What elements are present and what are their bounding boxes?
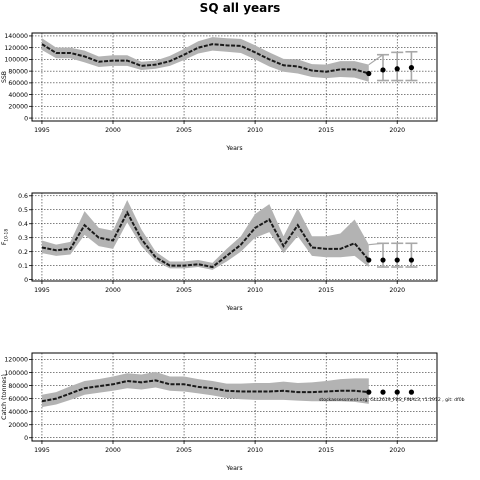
y-axis-label: Catch (tonnes): [1, 374, 8, 420]
forecast-point: [408, 257, 415, 263]
y-tick-label: 0.1: [18, 263, 28, 270]
x-tick-label: 2015: [318, 287, 334, 294]
y-tick-label: 80000: [8, 68, 28, 75]
x-tick-label: 2020: [389, 287, 405, 294]
y-tick-label: 0: [24, 115, 28, 122]
estimate-point: [366, 257, 372, 263]
y-tick-label: 80000: [8, 383, 28, 390]
forecast-point: [394, 257, 400, 263]
source-note: stockassessment.org, GLL2619_FBS_FINAL3,…: [319, 397, 465, 403]
y-tick-label: 0.2: [18, 249, 28, 256]
x-tick-label: 2015: [318, 447, 334, 454]
y-tick-label: 0.3: [18, 235, 28, 242]
estimate-point: [366, 389, 372, 395]
forecast-connector: [368, 242, 384, 246]
confidence-band: [41, 371, 369, 408]
y-tick-label: 20000: [8, 422, 28, 429]
forecast-point: [380, 257, 386, 263]
y-tick-label: 60000: [8, 396, 28, 403]
x-tick-label: 1995: [34, 287, 50, 294]
y-tick-label: 0.5: [18, 207, 28, 214]
forecast-point: [394, 66, 400, 72]
y-tick-label: 40000: [8, 92, 28, 99]
forecast-point: [380, 67, 386, 73]
x-tick-label: 2010: [247, 127, 263, 134]
y-tick-label: 120000: [4, 45, 28, 52]
x-axis-label: Years: [225, 145, 242, 152]
x-tick-label: 2015: [318, 127, 334, 134]
forecast-connector: [368, 54, 384, 66]
x-tick-label: 2005: [176, 127, 192, 134]
panel-2: 1995 2000 2005 2010 2015 2020 0 0.1 0.2 0.3 0.4 0.5…: [1, 192, 438, 312]
plot-frame: [31, 32, 438, 122]
estimate-line: [41, 210, 370, 269]
x-tick-label: 2020: [389, 447, 405, 454]
y-tick-label: 100000: [4, 57, 28, 64]
y-tick-label: 120000: [4, 357, 28, 364]
estimate-line: [41, 379, 369, 403]
estimate-line: [41, 43, 370, 75]
x-tick-label: 1995: [34, 127, 50, 134]
plot-frame: [31, 352, 438, 442]
x-tick-label: 1995: [34, 447, 50, 454]
panel-1: 1995 2000 2005 2010 2015 2020 0 20000 40000 60000…: [1, 32, 438, 152]
panel-3: 1995 2000 2005 2010 2015 2020 0 20000 40000 60000…: [1, 352, 438, 472]
plot-frame: [31, 192, 438, 282]
y-tick-label: 40000: [8, 409, 28, 416]
x-tick-label: 2000: [105, 287, 121, 294]
x-axis-label: Years: [225, 305, 242, 312]
x-axis-label: Years: [225, 465, 242, 472]
forecast-point: [394, 389, 400, 395]
confidence-band: [41, 37, 369, 82]
x-tick-label: 2000: [105, 447, 121, 454]
x-tick-label: 2020: [389, 127, 405, 134]
x-tick-label: 2010: [247, 287, 263, 294]
x-tick-label: 2010: [247, 447, 263, 454]
y-tick-label: 20000: [8, 104, 28, 111]
x-tick-label: 2005: [176, 287, 192, 294]
y-tick-label: 0: [24, 277, 28, 284]
panels: 1995 2000 2005 2010 2015 20200200004000060000…: [1, 32, 438, 472]
y-tick-label: 0.4: [18, 221, 28, 228]
estimate-point: [366, 70, 372, 77]
forecast-point: [380, 389, 386, 395]
y-tick-label: 100000: [4, 370, 28, 377]
figure-title: SQ all years: [200, 1, 281, 15]
x-tick-label: 2005: [176, 447, 192, 454]
y-axis-label-subscript: 10-18: [4, 229, 10, 242]
x-tick-label: 2000: [105, 127, 121, 134]
forecast-point: [408, 389, 415, 395]
y-tick-label: 60000: [8, 80, 28, 87]
y-tick-label: 140000: [4, 33, 28, 40]
confidence-band: [41, 199, 369, 270]
y-tick-label: 0: [24, 435, 28, 442]
forecast-point: [408, 65, 415, 71]
y-axis-label: F10-18: [1, 229, 10, 246]
y-tick-label: 0.6: [18, 193, 28, 200]
y-axis-label: SSB: [1, 71, 8, 83]
